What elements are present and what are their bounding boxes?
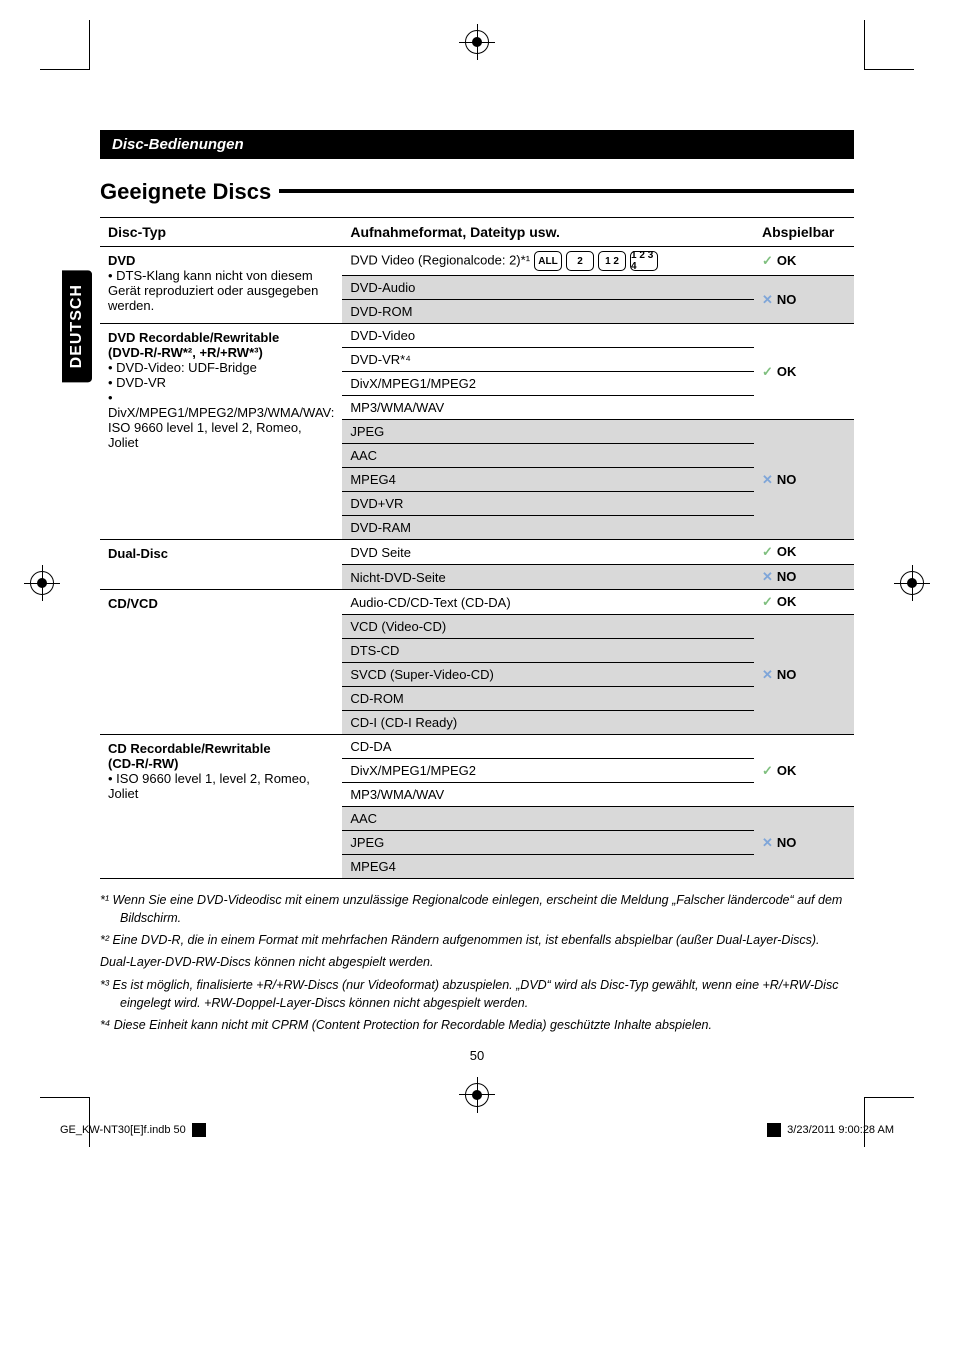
col-header-type: Disc-Typ: [100, 218, 342, 247]
cell-format: DVD-Video: [342, 324, 754, 348]
cell-disc-type: Dual-Disc: [100, 540, 342, 590]
cell-playable: OK: [754, 540, 854, 565]
cell-format: CD-ROM: [342, 687, 754, 711]
cell-format: MPEG4: [342, 468, 754, 492]
print-footer: GE_KW-NT30[E]f.indb 50 3/23/2011 9:00:28…: [0, 1123, 954, 1137]
disc-type-subline: • DivX/MPEG1/MPEG2/MP3/WMA/WAV: ISO 9660…: [108, 390, 334, 450]
region-code-icons: ALL21 21 2 3 4: [534, 251, 658, 271]
registration-mark: [465, 1083, 489, 1107]
cell-playable: OK: [754, 735, 854, 807]
page-content: Disc-Bedienungen Geeignete Discs Disc-Ty…: [0, 30, 954, 1083]
cell-format: CD-I (CD-I Ready): [342, 711, 754, 735]
cell-format: CD-DA: [342, 735, 754, 759]
crop-mark: [864, 20, 914, 70]
cell-format: JPEG: [342, 831, 754, 855]
footer-square-icon: [767, 1123, 781, 1137]
cell-playable: NO: [754, 565, 854, 590]
cell-disc-type: DVD• DTS-Klang kann nicht von diesem Ger…: [100, 247, 342, 324]
cell-format: DVD-VR*⁴: [342, 348, 754, 372]
table-row: DVD Recordable/Rewritable(DVD-R/-RW*², +…: [100, 324, 854, 348]
region-code-icon: 2: [566, 251, 594, 271]
page-title-row: Geeignete Discs: [100, 179, 854, 205]
region-code-icon: 1 2: [598, 251, 626, 271]
footnote-line: *² Eine DVD-R, die in einem Format mit m…: [100, 931, 854, 949]
col-header-play: Abspielbar: [754, 218, 854, 247]
disc-type-heading: DVD: [108, 253, 334, 268]
cell-format: DVD-ROM: [342, 300, 754, 324]
cell-format: AAC: [342, 444, 754, 468]
table-row: CD Recordable/Rewritable(CD-R/-RW)• ISO …: [100, 735, 854, 759]
disc-type-heading: CD Recordable/Rewritable: [108, 741, 334, 756]
disc-type-subline: • DVD-VR: [108, 375, 334, 390]
region-code-icon: 1 2 3 4: [630, 251, 658, 271]
cell-format: Audio-CD/CD-Text (CD-DA): [342, 590, 754, 615]
disc-type-heading: DVD Recordable/Rewritable: [108, 330, 334, 345]
col-header-format: Aufnahmeformat, Dateityp usw.: [342, 218, 754, 247]
cell-playable: NO: [754, 420, 854, 540]
crop-mark: [864, 1097, 914, 1147]
cell-format: MP3/WMA/WAV: [342, 783, 754, 807]
cell-format: DivX/MPEG1/MPEG2: [342, 759, 754, 783]
table-row: Dual-Disc DVD SeiteOK: [100, 540, 854, 565]
cell-disc-type: CD Recordable/Rewritable(CD-R/-RW)• ISO …: [100, 735, 342, 879]
footnote-line: *⁴ Diese Einheit kann nicht mit CPRM (Co…: [100, 1016, 854, 1034]
cell-format: MPEG4: [342, 855, 754, 879]
cell-playable: OK: [754, 247, 854, 276]
disc-type-subline: • DTS-Klang kann nicht von diesem Gerät …: [108, 268, 334, 313]
language-side-tab: DEUTSCH: [62, 270, 92, 382]
cell-format: VCD (Video-CD): [342, 615, 754, 639]
footnote-line: *¹ Wenn Sie eine DVD-Videodisc mit einem…: [100, 891, 854, 927]
disc-type-heading: CD/VCD: [108, 596, 334, 611]
table-header-row: Disc-Typ Aufnahmeformat, Dateityp usw. A…: [100, 218, 854, 247]
table-row: DVD• DTS-Klang kann nicht von diesem Ger…: [100, 247, 854, 276]
cell-disc-type: DVD Recordable/Rewritable(DVD-R/-RW*², +…: [100, 324, 342, 540]
disc-type-heading: Dual-Disc: [108, 546, 334, 561]
region-code-icon: ALL: [534, 251, 562, 271]
cell-format: SVCD (Super-Video-CD): [342, 663, 754, 687]
cell-playable: NO: [754, 615, 854, 735]
cell-format: Nicht-DVD-Seite: [342, 565, 754, 590]
cell-playable: NO: [754, 276, 854, 324]
cell-format: DVD-Audio: [342, 276, 754, 300]
cell-format: DivX/MPEG1/MPEG2: [342, 372, 754, 396]
cell-format: MP3/WMA/WAV: [342, 396, 754, 420]
footer-square-icon: [192, 1123, 206, 1137]
page-number: 50: [100, 1048, 854, 1063]
footnote-line: *³ Es ist möglich, finalisierte +R/+RW-D…: [100, 976, 854, 1012]
disc-type-subline: (DVD-R/-RW*², +R/+RW*³): [108, 345, 334, 360]
cell-disc-type: CD/VCD: [100, 590, 342, 735]
cell-playable: OK: [754, 590, 854, 615]
crop-mark: [40, 1097, 90, 1147]
cell-format: DVD Seite: [342, 540, 754, 565]
disc-type-subline: • ISO 9660 level 1, level 2, Romeo, Joli…: [108, 771, 334, 801]
table-row: CD/VCD Audio-CD/CD-Text (CD-DA)OK: [100, 590, 854, 615]
cell-format: DVD Video (Regionalcode: 2)*¹ALL21 21 2 …: [342, 247, 754, 276]
cell-format: AAC: [342, 807, 754, 831]
registration-mark: [900, 571, 924, 595]
section-header: Disc-Bedienungen: [100, 130, 854, 159]
cell-playable: OK: [754, 324, 854, 420]
cell-playable: NO: [754, 807, 854, 879]
registration-mark: [30, 571, 54, 595]
cell-format: DVD-RAM: [342, 516, 754, 540]
cell-format: DVD+VR: [342, 492, 754, 516]
disc-type-subline: (CD-R/-RW): [108, 756, 334, 771]
cell-format: DTS-CD: [342, 639, 754, 663]
footnotes: *¹ Wenn Sie eine DVD-Videodisc mit einem…: [100, 891, 854, 1034]
footnote-line: Dual-Layer-DVD-RW-Discs können nicht abg…: [100, 953, 854, 971]
crop-mark: [40, 20, 90, 70]
title-rule: [279, 189, 854, 193]
disc-table: Disc-Typ Aufnahmeformat, Dateityp usw. A…: [100, 217, 854, 879]
registration-mark: [465, 30, 489, 54]
cell-format: JPEG: [342, 420, 754, 444]
disc-type-subline: • DVD-Video: UDF-Bridge: [108, 360, 334, 375]
page-title: Geeignete Discs: [100, 179, 271, 205]
